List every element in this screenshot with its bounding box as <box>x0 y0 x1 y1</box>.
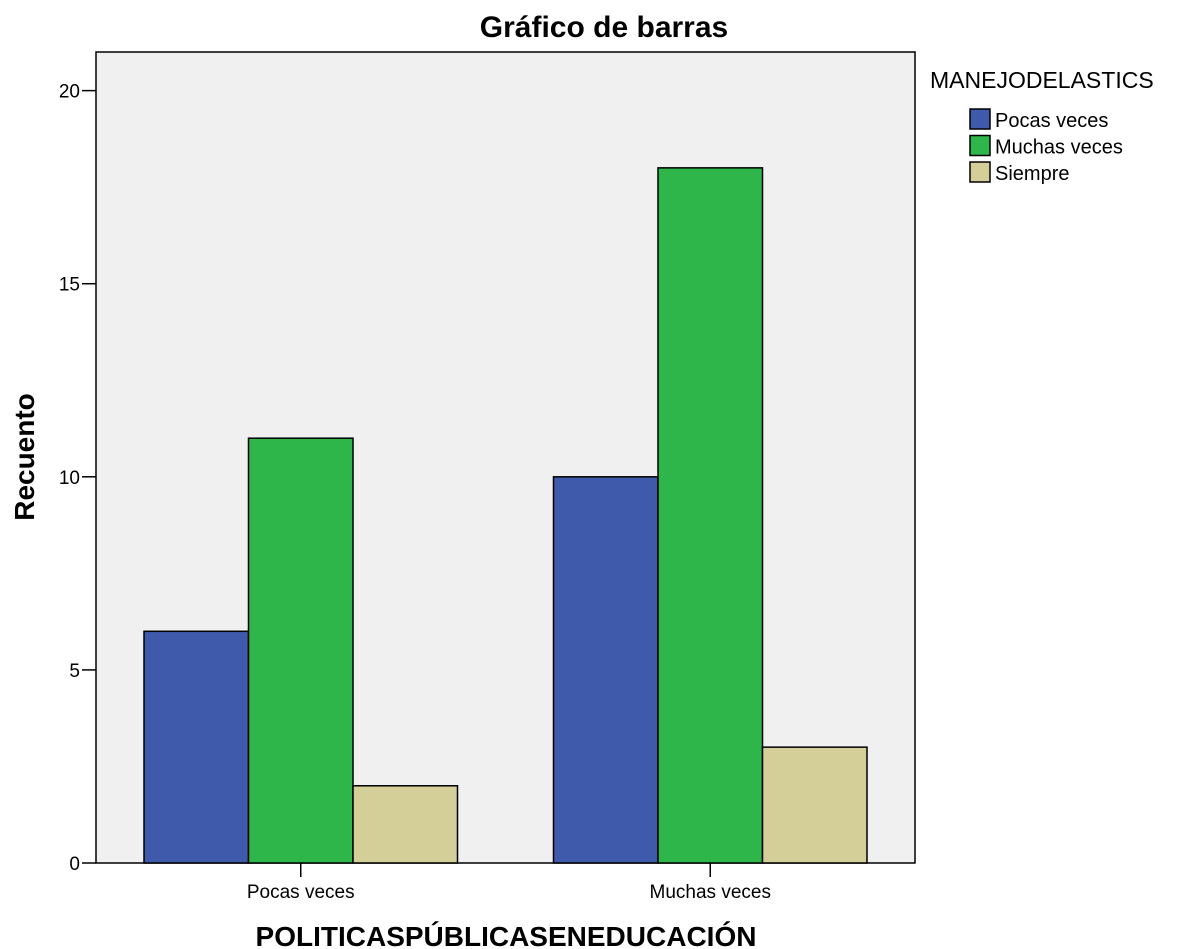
y-axis: 0 5 10 15 20 <box>59 82 96 875</box>
x-tick-label: Pocas veces <box>247 882 355 903</box>
chart-title: Gráfico de barras <box>480 11 728 44</box>
legend: Pocas veces Muchas veces Siempre <box>969 108 1123 185</box>
y-tick-label: 10 <box>59 468 80 489</box>
bar-pocas-veces-muchas-veces <box>247 437 354 864</box>
y-tick-label: 0 <box>69 854 80 875</box>
legend-label: Muchas veces <box>995 137 1123 159</box>
y-axis-title: Recuento <box>9 393 40 521</box>
legend-swatch-siempre <box>969 161 991 183</box>
legend-label: Siempre <box>995 163 1069 185</box>
bar-muchas-veces-pocas-veces <box>552 476 659 864</box>
bars-layer <box>143 167 868 864</box>
x-axis: Pocas veces Muchas veces <box>247 863 771 903</box>
y-tick-label: 15 <box>59 275 80 296</box>
y-tick-label: 5 <box>69 661 80 682</box>
legend-label: Pocas veces <box>995 110 1108 132</box>
x-tick-label: Muchas veces <box>650 882 771 903</box>
bar-pocas-veces-pocas-veces <box>143 630 250 864</box>
y-tick-label: 20 <box>59 82 80 103</box>
bar-pocas-veces-siempre <box>352 785 459 864</box>
bar-muchas-veces-muchas-veces <box>657 167 764 864</box>
legend-swatch-muchas-veces <box>969 134 991 157</box>
legend-swatch-pocas-veces <box>969 108 991 130</box>
bar-muchas-veces-siempre <box>761 746 868 864</box>
legend-title: MANEJODELASTICS <box>930 67 1154 93</box>
x-axis-title: POLITICASPÚBLICASENEDUCACIÓN <box>256 921 757 949</box>
